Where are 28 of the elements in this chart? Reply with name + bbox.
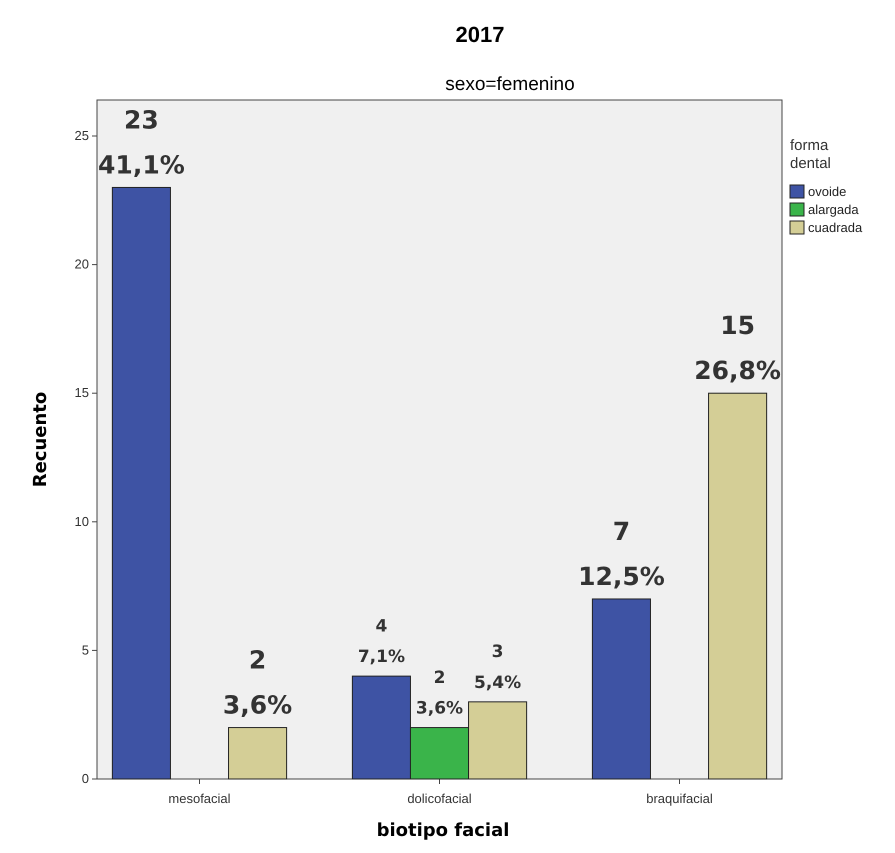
y-tick-label: 10 bbox=[74, 514, 89, 529]
x-axis-title: biotipo facial bbox=[376, 820, 510, 841]
y-tick-label: 20 bbox=[74, 256, 89, 272]
bar bbox=[112, 186, 171, 780]
y-tick-label: 0 bbox=[82, 771, 89, 786]
data-label: 4 7,1% bbox=[358, 616, 405, 668]
data-label: 3 5,4% bbox=[474, 642, 522, 693]
x-tick-label: mesofacial bbox=[168, 791, 231, 806]
data-label: 23 41,1% bbox=[98, 105, 185, 180]
data-label: 2 3,6% bbox=[416, 668, 464, 719]
legend-label: alargada bbox=[808, 202, 860, 217]
y-tick-label: 15 bbox=[74, 385, 89, 400]
y-tick-label: 5 bbox=[82, 642, 89, 658]
chart-subtitle: sexo=femenino bbox=[445, 74, 575, 95]
data-label: 15 26,8% bbox=[694, 311, 781, 386]
x-tick-label: braquifacial bbox=[646, 791, 713, 806]
chart-title: 2017 bbox=[456, 22, 504, 47]
legend-label: cuadrada bbox=[808, 220, 863, 235]
bar bbox=[592, 598, 651, 780]
x-tick-label: dolicofacial bbox=[407, 791, 472, 806]
data-label: 7 12,5% bbox=[578, 516, 665, 591]
data-label: 2 3,6% bbox=[222, 646, 292, 720]
y-axis-title: Recuento bbox=[30, 392, 51, 488]
legend-title: forma dental bbox=[790, 137, 831, 172]
bar bbox=[708, 392, 768, 780]
legend-label: ovoide bbox=[808, 184, 846, 199]
y-tick-label: 25 bbox=[74, 128, 89, 144]
bar bbox=[228, 727, 288, 780]
